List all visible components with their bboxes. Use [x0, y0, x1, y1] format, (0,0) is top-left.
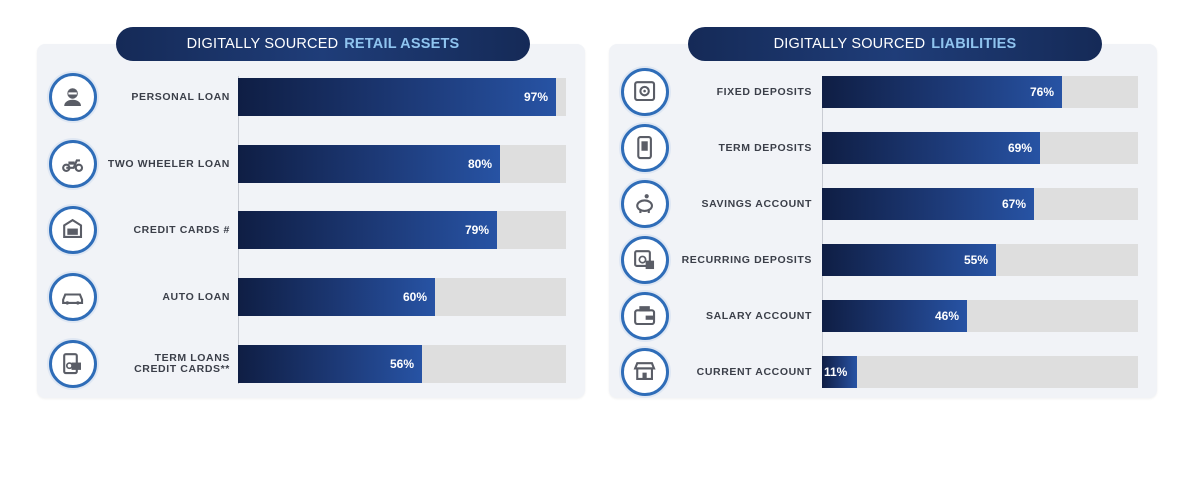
retail-bar-track: 79%: [238, 211, 566, 249]
retail-bar: [238, 78, 556, 116]
liability-value-label: 46%: [934, 309, 959, 323]
retail-category-label: AUTO LOAN: [162, 290, 230, 303]
liability-category-label: SAVINGS ACCOUNT: [701, 197, 812, 210]
retail-assets-title: DIGITALLY SOURCED RETAIL ASSETS: [116, 27, 530, 61]
calendar-deposit-icon: [621, 236, 669, 284]
retail-value-label: 97%: [523, 90, 548, 104]
liability-category-label: TERM DEPOSITS: [718, 141, 812, 154]
retail-bar-track: 97%: [238, 78, 566, 116]
liability-category-label: CURRENT ACCOUNT: [696, 365, 812, 378]
liability-value-label: 67%: [1001, 197, 1026, 211]
retail-assets-title-highlight: RETAIL ASSETS: [344, 36, 460, 52]
liability-bar: [822, 300, 967, 332]
retail-assets-title-prefix: DIGITALLY SOURCED: [186, 36, 339, 52]
retail-bar-track: 56%: [238, 345, 566, 383]
liability-bar-track: 76%: [822, 76, 1138, 108]
retail-value-label: 80%: [467, 157, 492, 171]
liability-bar-track: 46%: [822, 300, 1138, 332]
retail-value-label: 60%: [402, 290, 427, 304]
retail-bar: [238, 211, 497, 249]
liability-value-label: 76%: [1029, 85, 1054, 99]
liability-value-label: 55%: [963, 253, 988, 267]
safe-icon: [621, 68, 669, 116]
retail-bar-track: 80%: [238, 145, 566, 183]
liability-bar: [822, 244, 996, 276]
liability-value-label: 69%: [1007, 141, 1032, 155]
retail-value-label: 56%: [389, 357, 414, 371]
wallet-icon: [621, 292, 669, 340]
retail-category-label: TERM LOANS CREDIT CARDS**: [134, 352, 230, 375]
retail-bar: [238, 345, 422, 383]
retail-category-label: TWO WHEELER LOAN: [107, 157, 230, 170]
scooter-icon: [49, 140, 97, 188]
liability-bar-track: 67%: [822, 188, 1138, 220]
liability-bar: [822, 356, 857, 388]
liability-bar-track: 69%: [822, 132, 1138, 164]
liabilities-title-highlight: LIABILITIES: [931, 36, 1017, 52]
liability-bar: [822, 188, 1034, 220]
liabilities-title-prefix: DIGITALLY SOURCED: [773, 36, 926, 52]
retail-value-label: 79%: [464, 223, 489, 237]
liability-value-label: 11%: [824, 365, 848, 379]
credit-card-icon: [49, 206, 97, 254]
store-icon: [621, 348, 669, 396]
liability-bar-axis: [822, 76, 823, 388]
retail-bar: [238, 145, 500, 183]
liability-category-label: FIXED DEPOSITS: [716, 85, 812, 98]
retail-category-label: CREDIT CARDS #: [133, 223, 230, 236]
retail-bar: [238, 278, 435, 316]
loan-document-icon: [49, 340, 97, 388]
liability-bar: [822, 76, 1062, 108]
retail-bar-track: 60%: [238, 278, 566, 316]
car-icon: [49, 273, 97, 321]
piggy-bank-icon: [621, 180, 669, 228]
retail-category-label: PERSONAL LOAN: [131, 90, 230, 103]
liability-bar-track: 55%: [822, 244, 1138, 276]
liabilities-title: DIGITALLY SOURCED LIABILITIES: [688, 27, 1102, 61]
deposit-phone-icon: [621, 124, 669, 172]
liability-bar: [822, 132, 1040, 164]
liability-category-label: RECURRING DEPOSITS: [681, 253, 812, 266]
person-icon: [49, 73, 97, 121]
liability-bar-track: 11%: [822, 356, 1138, 388]
liability-category-label: SALARY ACCOUNT: [705, 309, 812, 322]
